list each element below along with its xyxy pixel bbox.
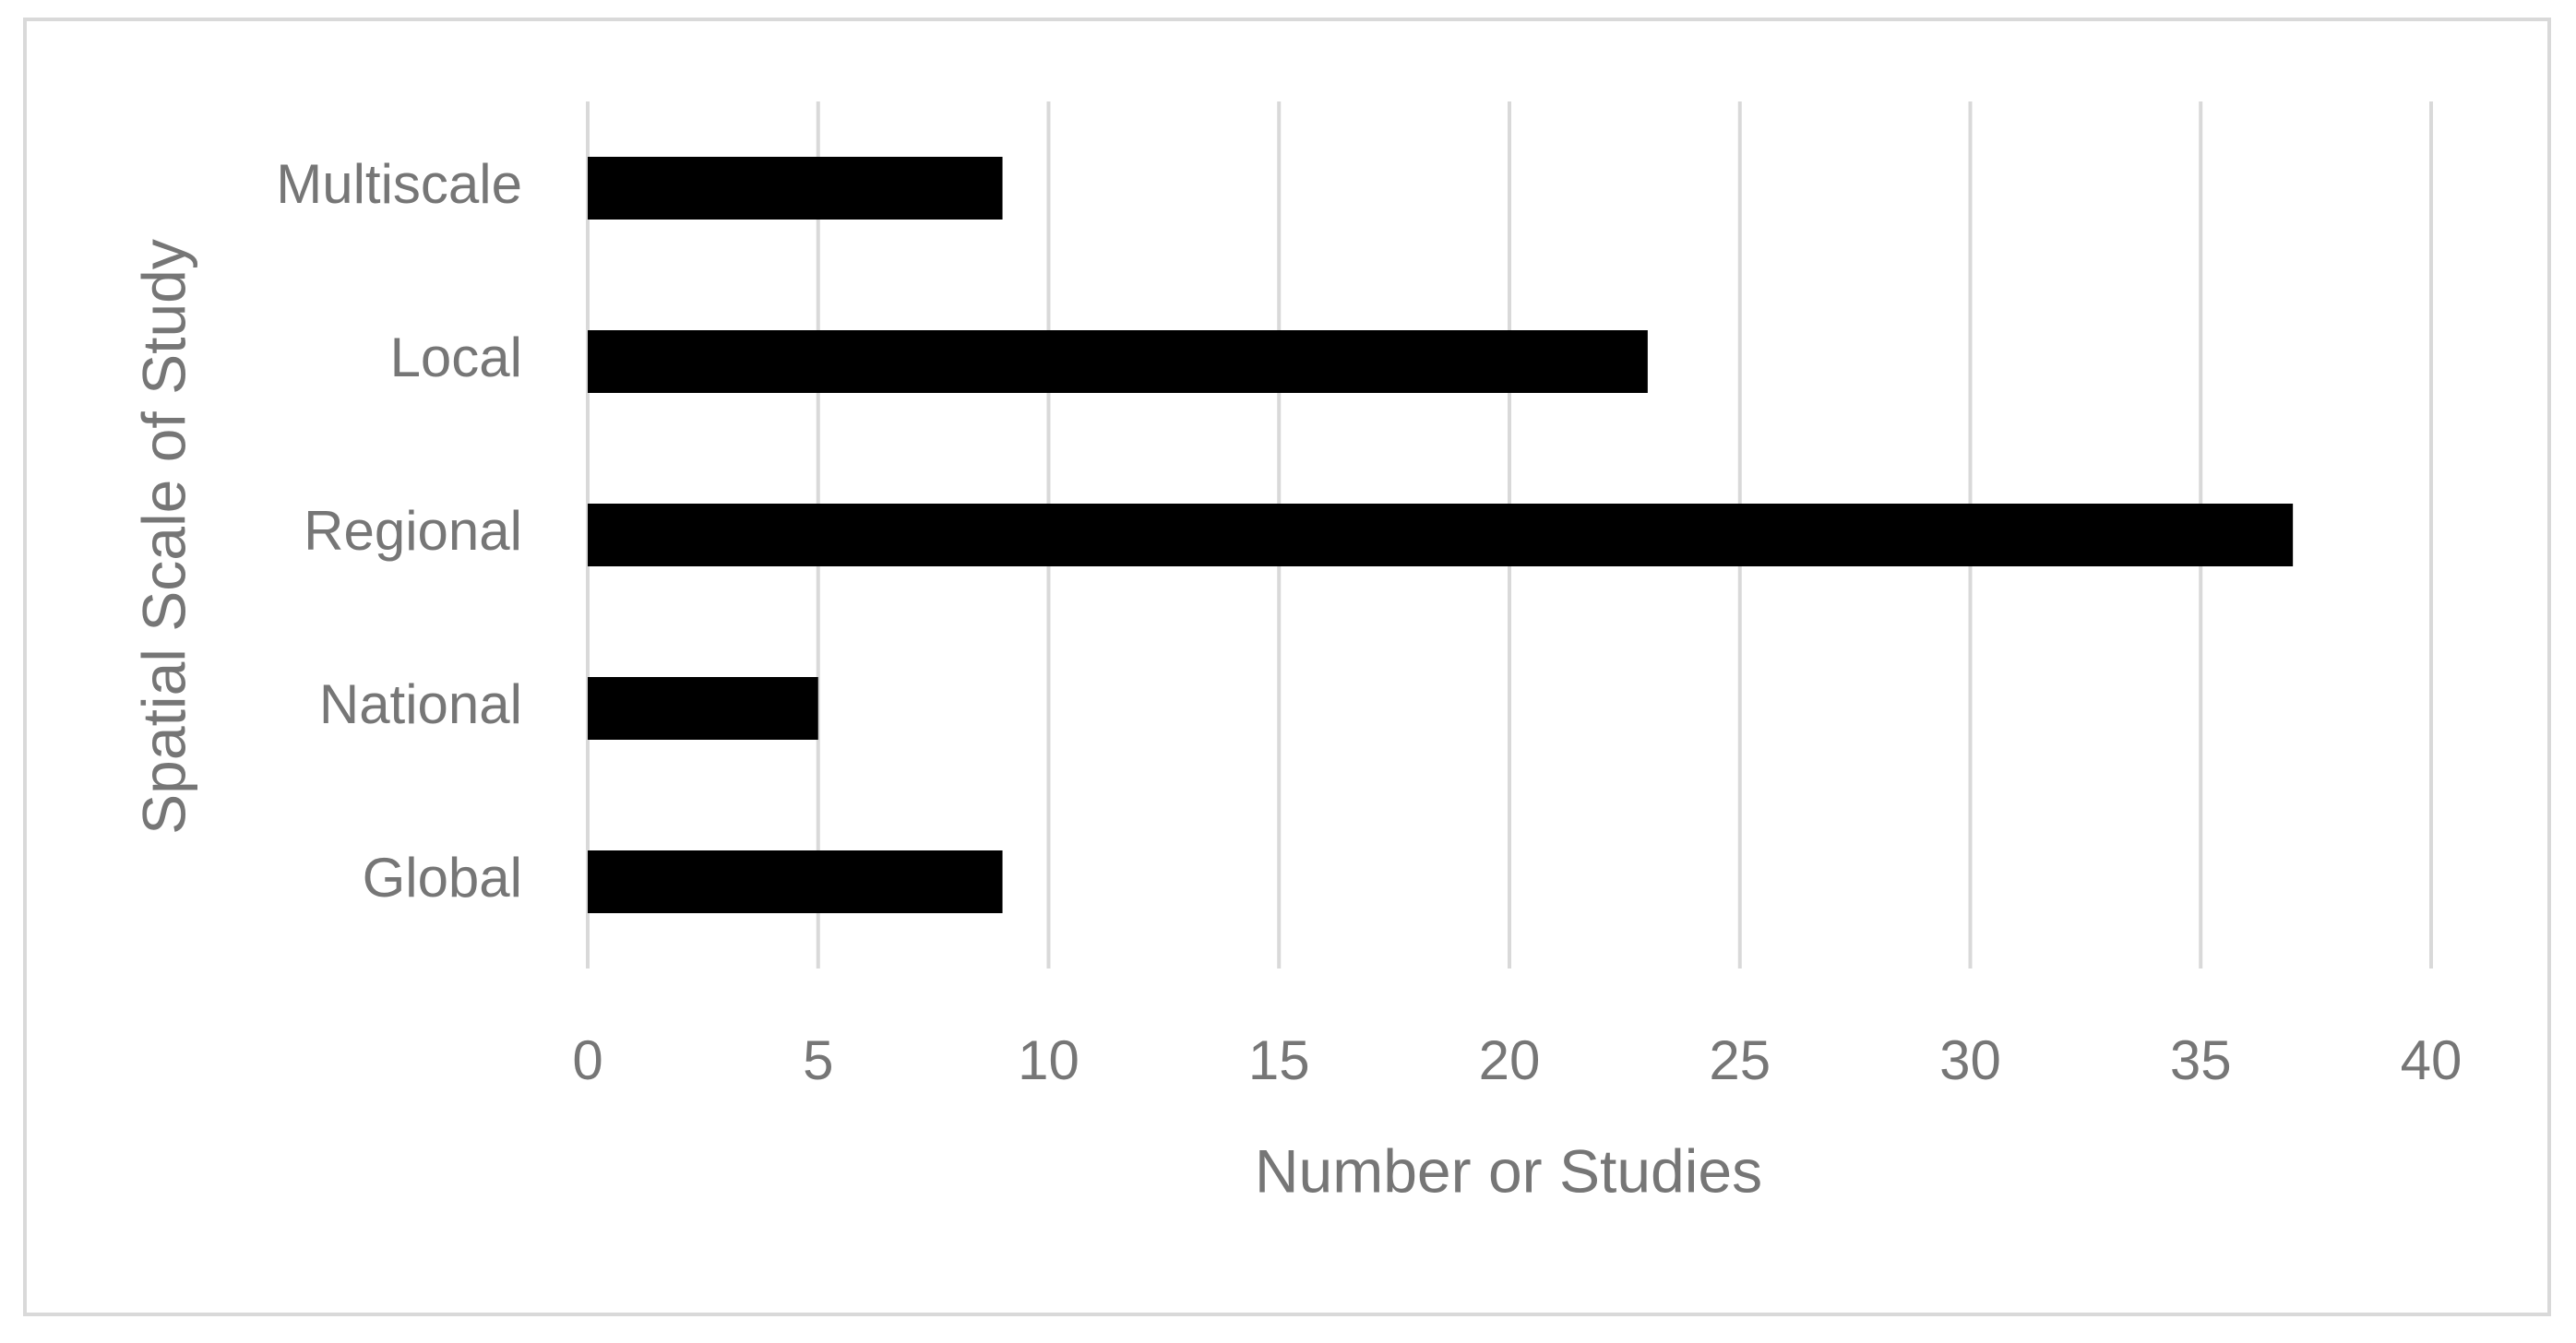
bar bbox=[588, 330, 1648, 393]
x-tick-label: 40 bbox=[2401, 1029, 2463, 1091]
bar bbox=[588, 157, 1003, 220]
x-tick-label: 0 bbox=[572, 1029, 602, 1091]
y-tick-label: Global bbox=[363, 847, 522, 909]
bar bbox=[588, 677, 818, 740]
chart-border bbox=[23, 18, 2551, 1316]
y-tick-label: Regional bbox=[304, 500, 522, 562]
x-tick-label: 20 bbox=[1479, 1029, 1541, 1091]
y-axis-title: Spatial Scale of Study bbox=[129, 239, 197, 835]
x-tick-label: 25 bbox=[1709, 1029, 1771, 1091]
x-tick-label: 35 bbox=[2170, 1029, 2232, 1091]
y-tick-label: Local bbox=[390, 327, 522, 388]
y-tick-label: National bbox=[319, 673, 522, 735]
x-axis-title: Number or Studies bbox=[1255, 1136, 1762, 1205]
x-tick-label: 5 bbox=[803, 1029, 833, 1091]
y-tick-label: Multiscale bbox=[276, 153, 522, 215]
x-tick-label: 30 bbox=[1939, 1029, 2001, 1091]
x-tick-label: 10 bbox=[1018, 1029, 1079, 1091]
bar bbox=[588, 504, 2294, 566]
x-tick-label: 15 bbox=[1248, 1029, 1310, 1091]
bar bbox=[588, 850, 1003, 913]
